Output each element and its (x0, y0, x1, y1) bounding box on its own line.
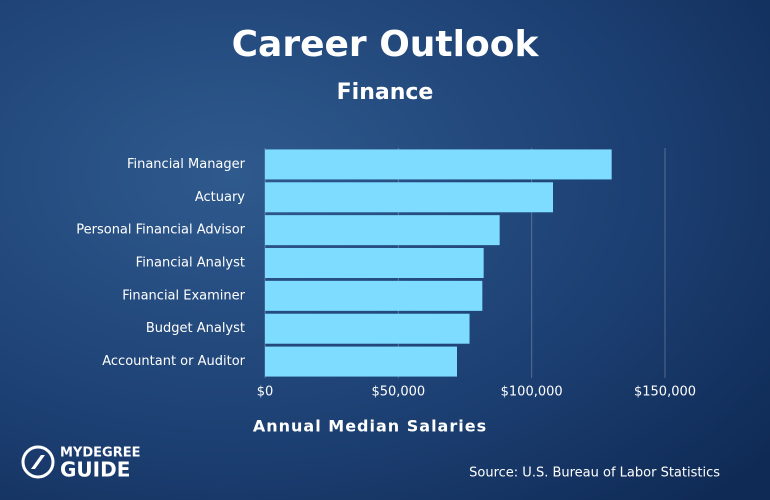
logo-icon (21, 445, 55, 479)
logo-needle (31, 455, 45, 469)
bar (265, 280, 483, 311)
logo: MYDEGREE GUIDE (21, 445, 140, 482)
y-tick-label: Financial Examiner (122, 288, 245, 303)
bar (265, 149, 612, 180)
bar (265, 346, 457, 377)
x-tick-label: $0 (257, 385, 274, 400)
x-axis-label: Annual Median Salaries (253, 417, 487, 436)
y-tick-label: Financial Manager (127, 157, 246, 172)
bar (265, 215, 500, 246)
x-tick-label: $50,000 (371, 385, 425, 400)
y-tick-label: Personal Financial Advisor (76, 223, 245, 238)
y-tick-label: Budget Analyst (146, 321, 245, 336)
logo-text-bottom: GUIDE (60, 458, 130, 482)
source-note: Source: U.S. Bureau of Labor Statistics (469, 466, 720, 481)
x-tick-label: $100,000 (501, 385, 563, 400)
bar (265, 182, 553, 213)
bar (265, 248, 484, 278)
x-tick-label: $150,000 (634, 385, 696, 400)
y-tick-label: Accountant or Auditor (102, 354, 245, 369)
y-tick-label: Financial Analyst (136, 256, 245, 271)
chart-title: Career Outlook (232, 24, 540, 65)
logo-text-top: MYDEGREE (60, 446, 140, 461)
chart-subtitle: Finance (337, 80, 434, 105)
y-tick-label: Actuary (195, 190, 245, 205)
bar (265, 313, 470, 344)
